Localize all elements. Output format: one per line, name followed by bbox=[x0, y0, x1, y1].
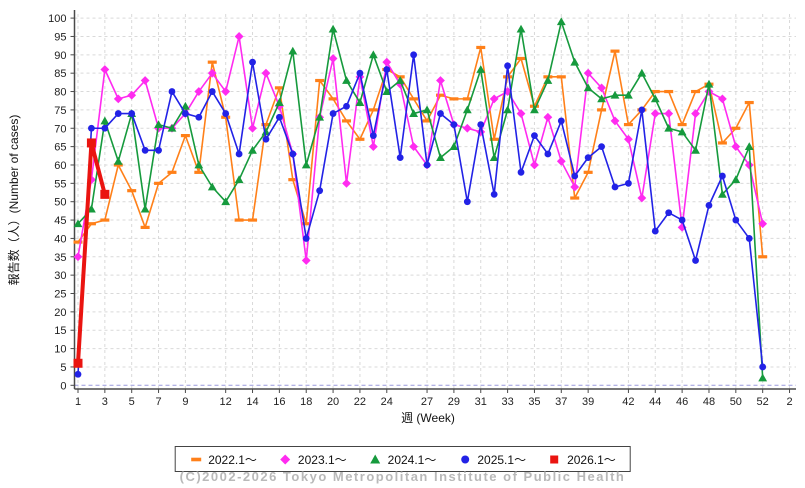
diamond-marker-icon bbox=[280, 454, 291, 464]
y-axis-tick-label: 85 bbox=[54, 68, 66, 80]
x-axis-tick-label: 3 bbox=[102, 396, 108, 408]
plot-svg: 0510152025303540455055606570758085909510… bbox=[6, 10, 796, 425]
copyright-text: (C)2002-2026 Tokyo Metropolitan Institut… bbox=[179, 469, 626, 484]
series-line bbox=[77, 20, 764, 379]
x-axis-tick-label: 29 bbox=[448, 396, 460, 408]
legend-label: 2023.1～ bbox=[297, 452, 347, 467]
legend-item-20221: 2022.1～ bbox=[189, 451, 257, 468]
x-axis-tick-label: 52 bbox=[757, 396, 769, 408]
x-axis-tick-label: 22 bbox=[354, 396, 366, 408]
axes bbox=[73, 10, 796, 390]
y-axis-tick-label: 15 bbox=[54, 325, 66, 337]
x-axis-ticks: 1 3 5 7 9 12 14 16 18 20 22 24 27 29 31 33 35 37 39 42 44 46 4… bbox=[75, 389, 793, 408]
x-axis-tick-label: 9 bbox=[182, 396, 188, 408]
x-axis-tick-label: 5 bbox=[129, 396, 135, 408]
y-axis-tick-label: 30 bbox=[54, 270, 66, 282]
x-axis-tick-label: 14 bbox=[246, 396, 258, 408]
x-axis-tick-label: 44 bbox=[649, 396, 661, 408]
y-axis-tick-label: 75 bbox=[54, 105, 66, 117]
y-axis-tick-label: 100 bbox=[48, 13, 66, 25]
y-axis-tick-label: 35 bbox=[54, 252, 66, 264]
triangle-marker-icon bbox=[370, 454, 381, 463]
x-axis-tick-label: 35 bbox=[528, 396, 540, 408]
x-axis-tick-label: 48 bbox=[703, 396, 715, 408]
x-axis-tick-label: 37 bbox=[555, 396, 567, 408]
x-axis-tick-label: 24 bbox=[381, 396, 393, 408]
x-axis-tick-label: 1 bbox=[75, 396, 81, 408]
series-20261 bbox=[73, 138, 110, 368]
y-axis-tick-label: 90 bbox=[54, 50, 66, 62]
y-axis-tick-label: 70 bbox=[54, 123, 66, 135]
chart-legend: 2022.1～ 2023.1～ 2024.1～ 2025.1～ 2026.1～ bbox=[174, 446, 631, 472]
series-line bbox=[77, 54, 764, 375]
y-axis-ticks: 0 5 10 15 20 25 30 35 40 45 50 55 60 65 70 75 80 85 90 95 10… bbox=[48, 13, 75, 392]
x-axis-tick-label: 27 bbox=[421, 396, 433, 408]
legend-item-20241: 2024.1～ bbox=[369, 451, 437, 468]
series-20221 bbox=[73, 45, 768, 259]
x-axis-tick-label: 2 bbox=[786, 396, 792, 408]
y-axis-tick-label: 60 bbox=[54, 160, 66, 172]
x-axis-tick-label: 20 bbox=[327, 396, 339, 408]
x-axis-tick-label: 39 bbox=[582, 396, 594, 408]
gridlines bbox=[74, 14, 796, 389]
y-axis-tick-label: 55 bbox=[54, 178, 66, 190]
y-axis-tick-label: 0 bbox=[60, 380, 66, 392]
x-axis-tick-label: 50 bbox=[730, 396, 742, 408]
series-20251 bbox=[74, 51, 767, 378]
y-axis-tick-label: 45 bbox=[54, 215, 66, 227]
x-axis-tick-label: 46 bbox=[676, 396, 688, 408]
legend-label: 2026.1～ bbox=[567, 452, 616, 467]
y-axis-tick-label: 65 bbox=[54, 142, 66, 154]
y-axis-tick-label: 5 bbox=[60, 362, 66, 374]
x-axis-tick-label: 18 bbox=[300, 396, 312, 408]
x-axis-title: 週 (Week) bbox=[401, 411, 455, 425]
y-axis-tick-label: 10 bbox=[54, 344, 66, 356]
legend-label: 2024.1～ bbox=[387, 452, 437, 467]
x-axis-tick-label: 7 bbox=[155, 396, 161, 408]
legend-item-20251: 2025.1～ bbox=[458, 451, 526, 468]
y-axis-tick-label: 25 bbox=[54, 289, 66, 301]
legend-label: 2025.1～ bbox=[477, 452, 527, 467]
y-axis-tick-label: 20 bbox=[54, 307, 66, 319]
x-axis-tick-label: 12 bbox=[220, 396, 232, 408]
series-line bbox=[77, 35, 764, 262]
weekly-cases-line-chart: 0 5 10 15 20 25 30 35 40 45 50 55 60 65 70 75 80 85 90 95 10… bbox=[6, 10, 796, 425]
series-20231 bbox=[73, 32, 768, 265]
legend-label: 2022.1～ bbox=[208, 452, 257, 467]
legend-item-20231: 2023.1～ bbox=[279, 451, 347, 468]
x-axis-tick-label: 42 bbox=[622, 396, 634, 408]
y-axis-tick-label: 80 bbox=[54, 87, 66, 99]
y-axis-title: 報告数（人）(Number of cases) bbox=[6, 115, 21, 286]
series-20241 bbox=[73, 17, 768, 382]
circle-marker-icon bbox=[460, 455, 469, 463]
legend-item-20261: 2026.1～ bbox=[548, 451, 616, 468]
y-axis-tick-label: 95 bbox=[54, 31, 66, 43]
square-marker-icon bbox=[550, 455, 559, 463]
y-axis-tick-label: 40 bbox=[54, 233, 66, 245]
x-axis-tick-label: 16 bbox=[273, 396, 285, 408]
x-axis-tick-label: 31 bbox=[475, 396, 487, 408]
x-axis-tick-label: 33 bbox=[501, 396, 513, 408]
y-axis-tick-label: 50 bbox=[54, 197, 66, 209]
dash-marker-icon bbox=[190, 457, 201, 461]
